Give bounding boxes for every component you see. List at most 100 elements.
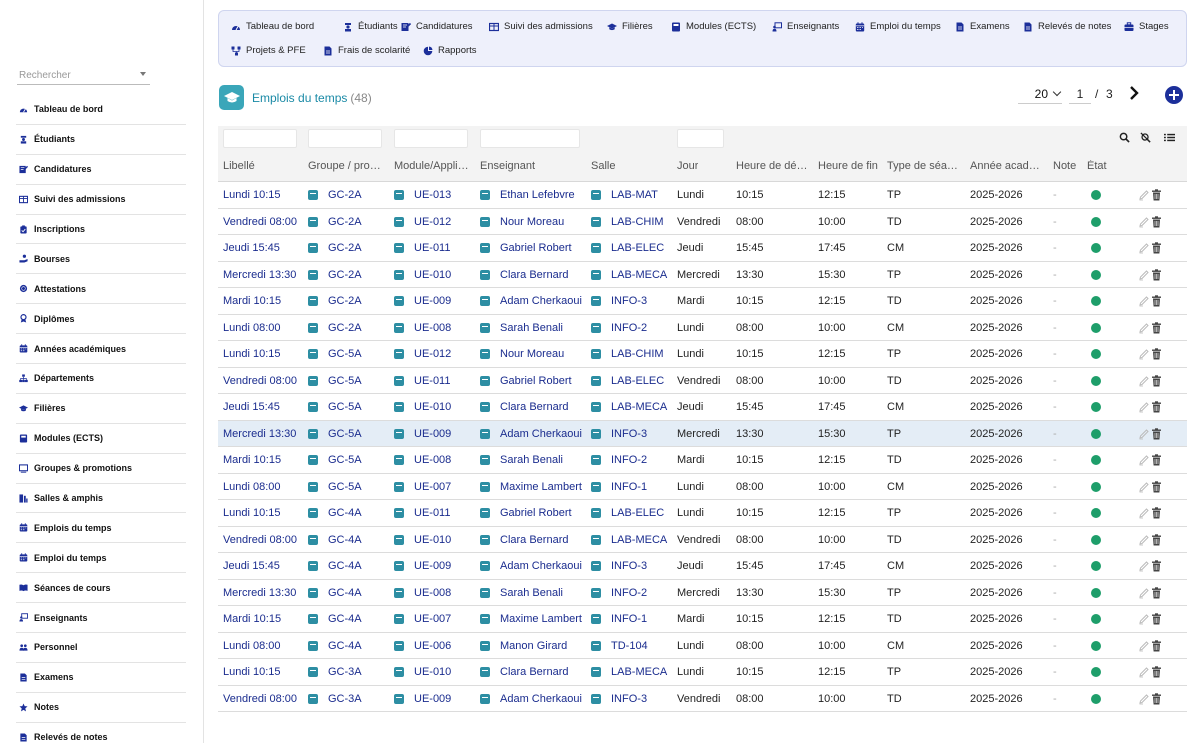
column-header[interactable]: Enseignant	[480, 160, 536, 172]
relation-chip[interactable]: Gabriel Robert	[480, 235, 572, 262]
edit-icon[interactable]	[1138, 216, 1150, 228]
column-filter-input[interactable]	[308, 129, 382, 148]
relation-chip[interactable]: LAB-MECA	[591, 394, 667, 421]
relation-chip[interactable]: GC-2A	[308, 182, 362, 209]
nav-item-tableau-de-bord[interactable]: Tableau de bord	[231, 21, 314, 32]
relation-chip[interactable]: TD-104	[591, 633, 648, 660]
edit-icon[interactable]	[1138, 242, 1150, 254]
relation-chip[interactable]: LAB-ELEC	[591, 368, 664, 395]
column-header[interactable]: Heure de fin	[818, 160, 878, 172]
nav-item-enseignants[interactable]: Enseignants	[772, 21, 839, 32]
relation-chip[interactable]: Nour Moreau	[480, 341, 564, 368]
sidebar-search[interactable]	[17, 67, 150, 85]
column-filter-input[interactable]	[394, 129, 468, 148]
relation-chip[interactable]: GC-4A	[308, 633, 362, 660]
delete-icon[interactable]	[1151, 454, 1162, 466]
table-row[interactable]: Lundi 10:15 GC-5A UE-012 Nour Moreau LAB-CHI…	[218, 341, 1187, 368]
relation-chip[interactable]: UE-009	[394, 288, 451, 315]
sidebar-item-bourses[interactable]: Bourses	[16, 244, 186, 275]
relation-chip[interactable]: UE-011	[394, 235, 450, 262]
edit-icon[interactable]	[1138, 613, 1150, 625]
table-row[interactable]: Mercredi 13:30 GC-5A UE-009 Adam Cherkaoui I…	[218, 420, 1187, 448]
row-label-link[interactable]: Mardi 10:15	[223, 454, 282, 466]
delete-icon[interactable]	[1151, 480, 1162, 493]
delete-icon[interactable]	[1151, 189, 1162, 201]
relation-chip[interactable]: LAB-MECA	[591, 262, 667, 289]
relation-chip[interactable]: GC-3A	[308, 686, 362, 713]
sidebar-item-diplomes[interactable]: Diplômes	[16, 304, 186, 335]
edit-icon[interactable]	[1138, 560, 1150, 572]
nav-item-rapports[interactable]: Rapports	[423, 45, 477, 56]
chevron-down-icon[interactable]	[140, 72, 146, 76]
relation-chip[interactable]: UE-012	[394, 341, 451, 368]
sidebar-item-notes[interactable]: Notes	[16, 693, 186, 723]
sidebar-item-modules-ects[interactable]: Modules (ECTS)	[16, 424, 186, 454]
row-label-link[interactable]: Mardi 10:15	[223, 613, 282, 625]
delete-icon[interactable]	[1151, 401, 1162, 413]
relation-chip[interactable]: GC-4A	[308, 580, 362, 607]
nav-item-suivi-des-admissions[interactable]: Suivi des admissions	[489, 21, 593, 32]
relation-chip[interactable]: GC-2A	[308, 288, 362, 315]
row-label-link[interactable]: Lundi 08:00	[223, 639, 281, 652]
delete-icon[interactable]	[1151, 560, 1162, 572]
delete-icon[interactable]	[1151, 242, 1162, 254]
sidebar-item-emploi-du-temps[interactable]: Emploi du temps	[16, 543, 186, 574]
nav-item-frais-de-scolarite[interactable]: Frais de scolarité	[323, 45, 410, 56]
relation-chip[interactable]: LAB-MECA	[591, 659, 667, 686]
table-row[interactable]: Vendredi 08:00 GC-4A UE-010 Clara Bernard LA…	[218, 527, 1187, 554]
sidebar-item-filieres[interactable]: Filières	[16, 394, 186, 424]
delete-icon[interactable]	[1151, 666, 1162, 678]
relation-chip[interactable]: INFO-3	[591, 686, 647, 713]
row-label-link[interactable]: Vendredi 08:00	[223, 374, 298, 387]
sidebar-item-attestations[interactable]: Attestations	[16, 274, 186, 305]
table-row[interactable]: Jeudi 15:45 GC-5A UE-010 Clara Bernard LAB-M…	[218, 394, 1187, 421]
page-size-select[interactable]: 20	[1018, 84, 1062, 104]
table-row[interactable]: Mercredi 13:30 GC-4A UE-008 Sarah Benali INF…	[218, 580, 1187, 607]
column-header[interactable]: Type de séa…	[887, 160, 958, 172]
row-label-link[interactable]: Lundi 10:15	[223, 189, 281, 201]
relation-chip[interactable]: INFO-3	[591, 553, 647, 580]
relation-chip[interactable]: Sarah Benali	[480, 447, 563, 474]
sidebar-item-releves-de-notes[interactable]: Relevés de notes	[16, 723, 186, 743]
relation-chip[interactable]: Adam Cherkaoui	[480, 288, 582, 315]
relation-chip[interactable]: UE-008	[394, 580, 451, 607]
row-label-link[interactable]: Jeudi 15:45	[223, 242, 280, 254]
delete-icon[interactable]	[1151, 507, 1162, 519]
relation-chip[interactable]: LAB-CHIM	[591, 341, 664, 368]
relation-chip[interactable]: GC-5A	[308, 341, 362, 368]
row-label-link[interactable]: Mardi 10:15	[223, 295, 282, 307]
relation-chip[interactable]: Gabriel Robert	[480, 500, 572, 527]
column-header[interactable]: Salle	[591, 160, 616, 172]
row-label-link[interactable]: Mercredi 13:30	[223, 427, 297, 440]
edit-icon[interactable]	[1138, 507, 1150, 519]
relation-chip[interactable]: LAB-MAT	[591, 182, 658, 209]
edit-icon[interactable]	[1138, 666, 1150, 678]
relation-chip[interactable]: GC-2A	[308, 235, 362, 262]
column-header[interactable]: Année acad…	[970, 160, 1040, 172]
edit-icon[interactable]	[1138, 322, 1150, 334]
relation-chip[interactable]: Sarah Benali	[480, 315, 563, 342]
delete-icon[interactable]	[1151, 639, 1162, 652]
edit-icon[interactable]	[1138, 295, 1150, 307]
relation-chip[interactable]: UE-010	[394, 394, 451, 421]
delete-icon[interactable]	[1151, 427, 1162, 440]
relation-chip[interactable]: INFO-2	[591, 580, 647, 607]
column-header[interactable]: Libellé	[223, 160, 255, 172]
table-row[interactable]: Jeudi 15:45 GC-4A UE-009 Adam Cherkaoui INFO…	[218, 553, 1187, 580]
sidebar-item-suivi-des-admissions[interactable]: Suivi des admissions	[16, 185, 186, 215]
relation-chip[interactable]: Clara Bernard	[480, 262, 568, 289]
row-label-link[interactable]: Lundi 08:00	[223, 321, 281, 334]
relation-chip[interactable]: UE-009	[394, 421, 451, 448]
sidebar-item-inscriptions[interactable]: Inscriptions	[16, 215, 186, 245]
row-label-link[interactable]: Vendredi 08:00	[223, 215, 298, 228]
table-row[interactable]: Mardi 10:15 GC-4A UE-007 Maxime Lambert INFO…	[218, 606, 1187, 633]
relation-chip[interactable]: GC-5A	[308, 394, 362, 421]
relation-chip[interactable]: Sarah Benali	[480, 580, 563, 607]
relation-chip[interactable]: GC-4A	[308, 527, 362, 554]
nav-item-filieres[interactable]: Filières	[607, 21, 653, 32]
relation-chip[interactable]: UE-012	[394, 209, 451, 236]
relation-chip[interactable]: Nour Moreau	[480, 209, 564, 236]
delete-icon[interactable]	[1151, 613, 1162, 625]
delete-icon[interactable]	[1151, 295, 1162, 307]
sidebar-item-salles-amphis[interactable]: Salles & amphis	[16, 484, 186, 514]
